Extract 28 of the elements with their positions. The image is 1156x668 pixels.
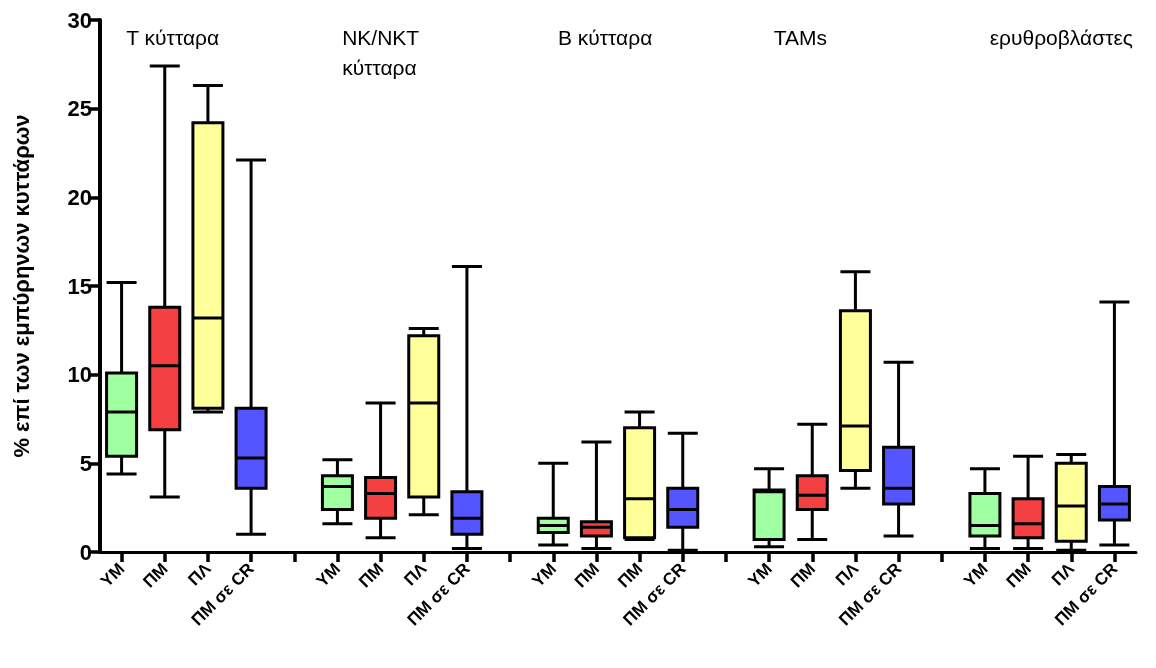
y-tick-label: 30	[67, 7, 92, 33]
x-tick-label: ΥΜ	[312, 559, 345, 591]
x-tick-label: ΠΜ	[614, 559, 647, 592]
annotation: NK/NKT κύτταρα	[342, 25, 420, 79]
x-tick-label: ΠΛ	[1047, 558, 1079, 590]
x-tick-label: ΥΜ	[96, 559, 129, 591]
x-tick-label: ΥΜ	[744, 559, 776, 591]
annotation: B κύτταρα	[558, 25, 653, 49]
annotation: TAMs	[773, 25, 828, 49]
x-tick-label: ΠΜ	[355, 559, 388, 592]
x-tick-label: ΠΜ	[571, 559, 604, 592]
x-tick-label: ΠΜ	[1002, 559, 1035, 592]
y-tick-label: 0	[79, 539, 92, 565]
x-tick-label: ΥΜ	[528, 559, 560, 591]
x-tick-label: ΥΜ	[960, 559, 992, 591]
x-tick-label: ΠΜ	[139, 559, 172, 592]
x-tick-label: ΠΛ	[832, 558, 863, 590]
x-tick-label: ΠΜ	[786, 559, 819, 592]
y-tick-label: 25	[67, 96, 92, 122]
x-tick-label: ΠΛ	[184, 558, 216, 590]
y-tick-label: 10	[67, 362, 92, 388]
y-axis-title: % επί των εμπύρηνων κυττάρων	[8, 114, 34, 458]
y-tick-label: 15	[67, 273, 92, 299]
y-tick-label: 5	[79, 450, 92, 476]
annotation: ερυθροβλάστες	[989, 25, 1133, 49]
x-tick-label: ΠΛ	[400, 558, 431, 590]
annotation: T κύτταρα	[126, 25, 220, 49]
y-tick-label: 20	[67, 184, 92, 210]
